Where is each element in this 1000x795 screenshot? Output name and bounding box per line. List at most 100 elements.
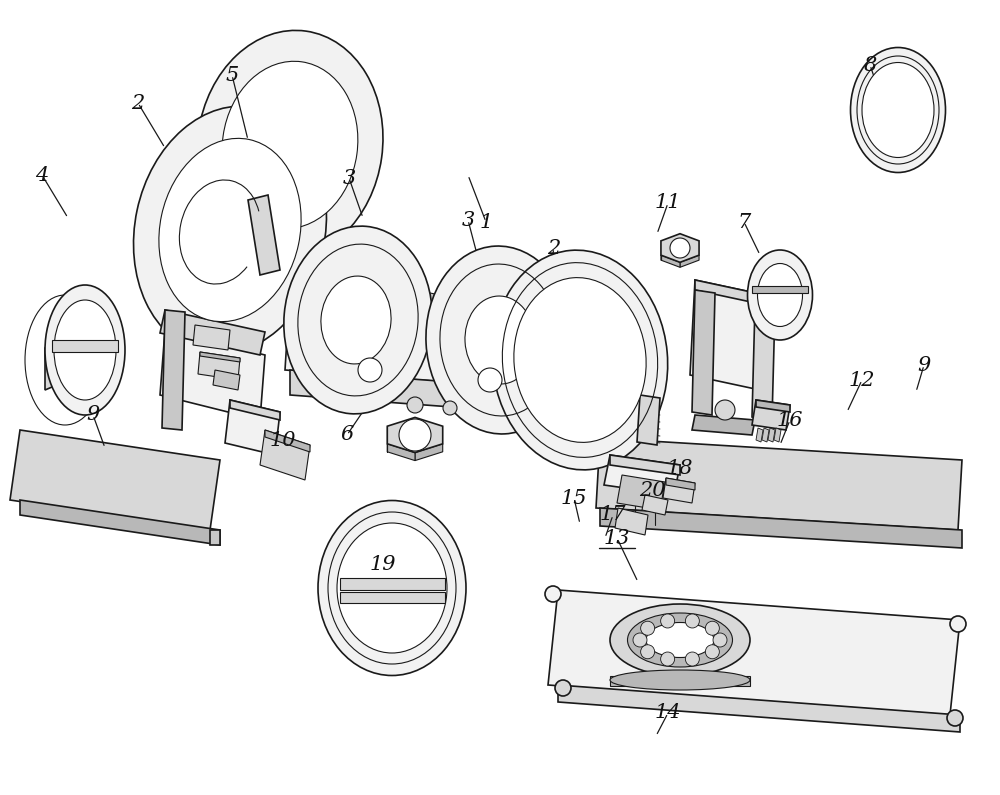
Polygon shape	[230, 400, 280, 420]
Circle shape	[641, 621, 655, 635]
Polygon shape	[774, 428, 781, 442]
Polygon shape	[661, 234, 699, 262]
Polygon shape	[596, 438, 962, 530]
Polygon shape	[695, 280, 765, 305]
Ellipse shape	[758, 263, 802, 327]
Ellipse shape	[159, 138, 301, 322]
Polygon shape	[305, 285, 545, 315]
Polygon shape	[642, 495, 668, 515]
Ellipse shape	[514, 277, 646, 442]
Polygon shape	[558, 685, 960, 732]
Polygon shape	[663, 478, 695, 503]
Polygon shape	[225, 400, 280, 455]
Ellipse shape	[465, 296, 535, 384]
Circle shape	[641, 645, 655, 659]
Circle shape	[705, 645, 719, 659]
Polygon shape	[20, 500, 220, 545]
Text: 19: 19	[370, 556, 396, 575]
Polygon shape	[160, 330, 265, 420]
Ellipse shape	[862, 63, 934, 157]
Polygon shape	[200, 352, 240, 362]
Polygon shape	[340, 578, 445, 590]
Circle shape	[713, 633, 727, 647]
Text: 18: 18	[667, 459, 693, 478]
Text: 15: 15	[561, 488, 587, 507]
Ellipse shape	[646, 622, 714, 657]
Text: 2: 2	[131, 94, 145, 113]
Ellipse shape	[426, 246, 574, 434]
Text: 10: 10	[270, 431, 296, 449]
Circle shape	[545, 586, 561, 602]
Circle shape	[358, 358, 382, 382]
Polygon shape	[762, 428, 769, 442]
Circle shape	[661, 614, 675, 628]
Circle shape	[407, 397, 423, 413]
Ellipse shape	[54, 300, 116, 400]
Ellipse shape	[628, 613, 732, 667]
Text: 3: 3	[342, 169, 356, 188]
Ellipse shape	[850, 48, 946, 173]
Polygon shape	[752, 286, 808, 293]
Circle shape	[670, 238, 690, 258]
Polygon shape	[692, 415, 755, 435]
Polygon shape	[160, 310, 265, 355]
Ellipse shape	[492, 250, 668, 470]
Polygon shape	[768, 428, 775, 442]
Polygon shape	[52, 340, 118, 352]
Text: 17: 17	[600, 506, 626, 525]
Circle shape	[947, 710, 963, 726]
Polygon shape	[387, 444, 415, 460]
Polygon shape	[610, 676, 750, 686]
Ellipse shape	[284, 226, 432, 414]
Text: 4: 4	[35, 165, 49, 184]
Polygon shape	[666, 478, 695, 490]
Polygon shape	[610, 455, 680, 475]
Text: 14: 14	[655, 704, 681, 723]
Circle shape	[661, 652, 675, 666]
Polygon shape	[248, 195, 280, 275]
Polygon shape	[756, 428, 763, 442]
Polygon shape	[265, 430, 310, 452]
Polygon shape	[213, 370, 240, 390]
Text: 9: 9	[917, 355, 931, 374]
Polygon shape	[10, 430, 220, 530]
Ellipse shape	[610, 670, 750, 690]
Polygon shape	[690, 280, 765, 390]
Circle shape	[555, 680, 571, 696]
Polygon shape	[340, 592, 445, 603]
Circle shape	[685, 652, 699, 666]
Ellipse shape	[222, 61, 358, 229]
Polygon shape	[600, 508, 962, 548]
Ellipse shape	[337, 523, 447, 653]
Polygon shape	[290, 370, 560, 415]
Polygon shape	[752, 305, 775, 420]
Ellipse shape	[321, 276, 391, 364]
Polygon shape	[604, 455, 680, 495]
Polygon shape	[193, 325, 230, 350]
Circle shape	[633, 633, 647, 647]
Ellipse shape	[45, 285, 125, 415]
Circle shape	[950, 616, 966, 632]
Text: 3: 3	[461, 211, 475, 230]
Polygon shape	[162, 310, 185, 430]
Polygon shape	[260, 430, 310, 480]
Circle shape	[705, 621, 719, 635]
Polygon shape	[548, 590, 960, 715]
Polygon shape	[637, 395, 660, 445]
Polygon shape	[387, 417, 443, 452]
Circle shape	[685, 614, 699, 628]
Polygon shape	[615, 508, 648, 535]
Ellipse shape	[318, 501, 466, 676]
Polygon shape	[756, 400, 790, 412]
Polygon shape	[198, 352, 240, 380]
Polygon shape	[661, 255, 680, 267]
Polygon shape	[45, 330, 85, 390]
Circle shape	[478, 368, 502, 392]
Circle shape	[443, 401, 457, 415]
Text: 2: 2	[547, 238, 561, 258]
Polygon shape	[752, 400, 790, 430]
Polygon shape	[415, 444, 443, 460]
Text: 11: 11	[655, 193, 681, 212]
Ellipse shape	[610, 604, 750, 676]
Text: 7: 7	[737, 212, 751, 231]
